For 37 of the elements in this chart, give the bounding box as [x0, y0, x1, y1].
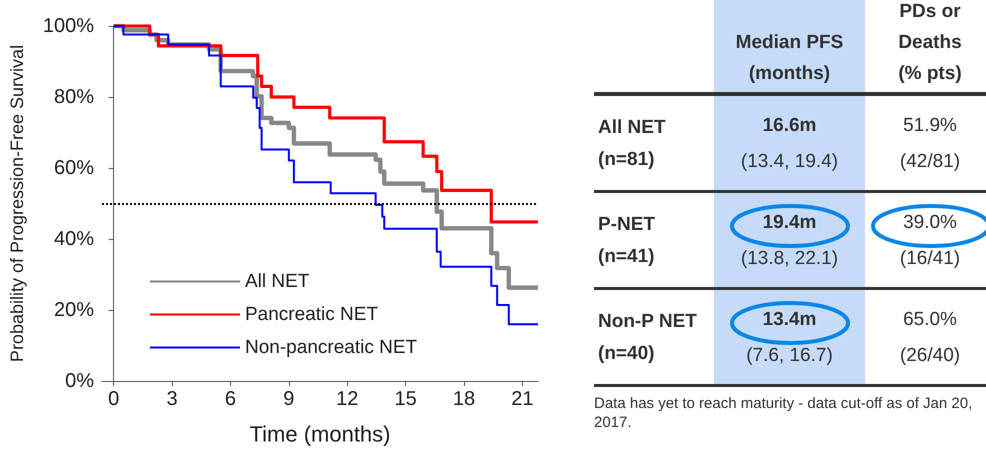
- x-tick-label: 21: [511, 388, 534, 410]
- x-tick-label: 12: [336, 388, 358, 410]
- legend-label: Pancreatic NET: [245, 304, 378, 325]
- text: 13.4m: [762, 308, 816, 330]
- category-label: Median PFS (months): [734, 31, 844, 86]
- text: (16/41): [900, 248, 960, 268]
- y-axis-title: Probability of Progression-Free Survival: [7, 44, 27, 362]
- x-tick-label: 18: [452, 388, 476, 410]
- text: 65.0%: [903, 308, 957, 330]
- legend-label: Non-pancreatic NET: [245, 337, 418, 358]
- text: Data has yet to reach maturity - data cut-off as of Jan 20, 2017.: [594, 394, 974, 432]
- category-label: P-NET (n=41): [598, 214, 655, 266]
- text: 51.9%: [903, 114, 957, 136]
- x-tick-label: 3: [166, 388, 178, 410]
- x-tick-label: 0: [108, 388, 120, 410]
- text: (13.8, 22.1): [740, 248, 838, 268]
- category-label: All NET (n=81): [598, 116, 666, 170]
- text: (7.6, 16.7): [746, 344, 833, 366]
- y-tick-label: 40%: [54, 228, 94, 250]
- x-tick-label: 15: [394, 388, 417, 410]
- y-tick-label: 20%: [54, 299, 94, 321]
- legend-label: All NET: [245, 271, 310, 292]
- x-tick-label: 6: [224, 388, 236, 410]
- y-tick-label: 100%: [42, 15, 94, 37]
- y-tick-label: 60%: [54, 157, 94, 179]
- y-tick-label: 80%: [54, 86, 94, 108]
- y-tick-label: 0%: [65, 370, 94, 392]
- x-axis-title: Time (months): [250, 422, 390, 446]
- x-tick-label: 9: [283, 388, 294, 410]
- category-label: Non-P NET (n=40): [598, 310, 697, 364]
- text: 19.4m: [762, 212, 816, 232]
- text: (42/81): [900, 150, 960, 172]
- text: (26/40): [900, 344, 960, 366]
- text: (13.4, 19.4): [740, 150, 838, 172]
- category-label: PDs or Deaths (% pts): [897, 0, 963, 86]
- text: 16.6m: [762, 114, 816, 136]
- text: 39.0%: [903, 212, 957, 232]
